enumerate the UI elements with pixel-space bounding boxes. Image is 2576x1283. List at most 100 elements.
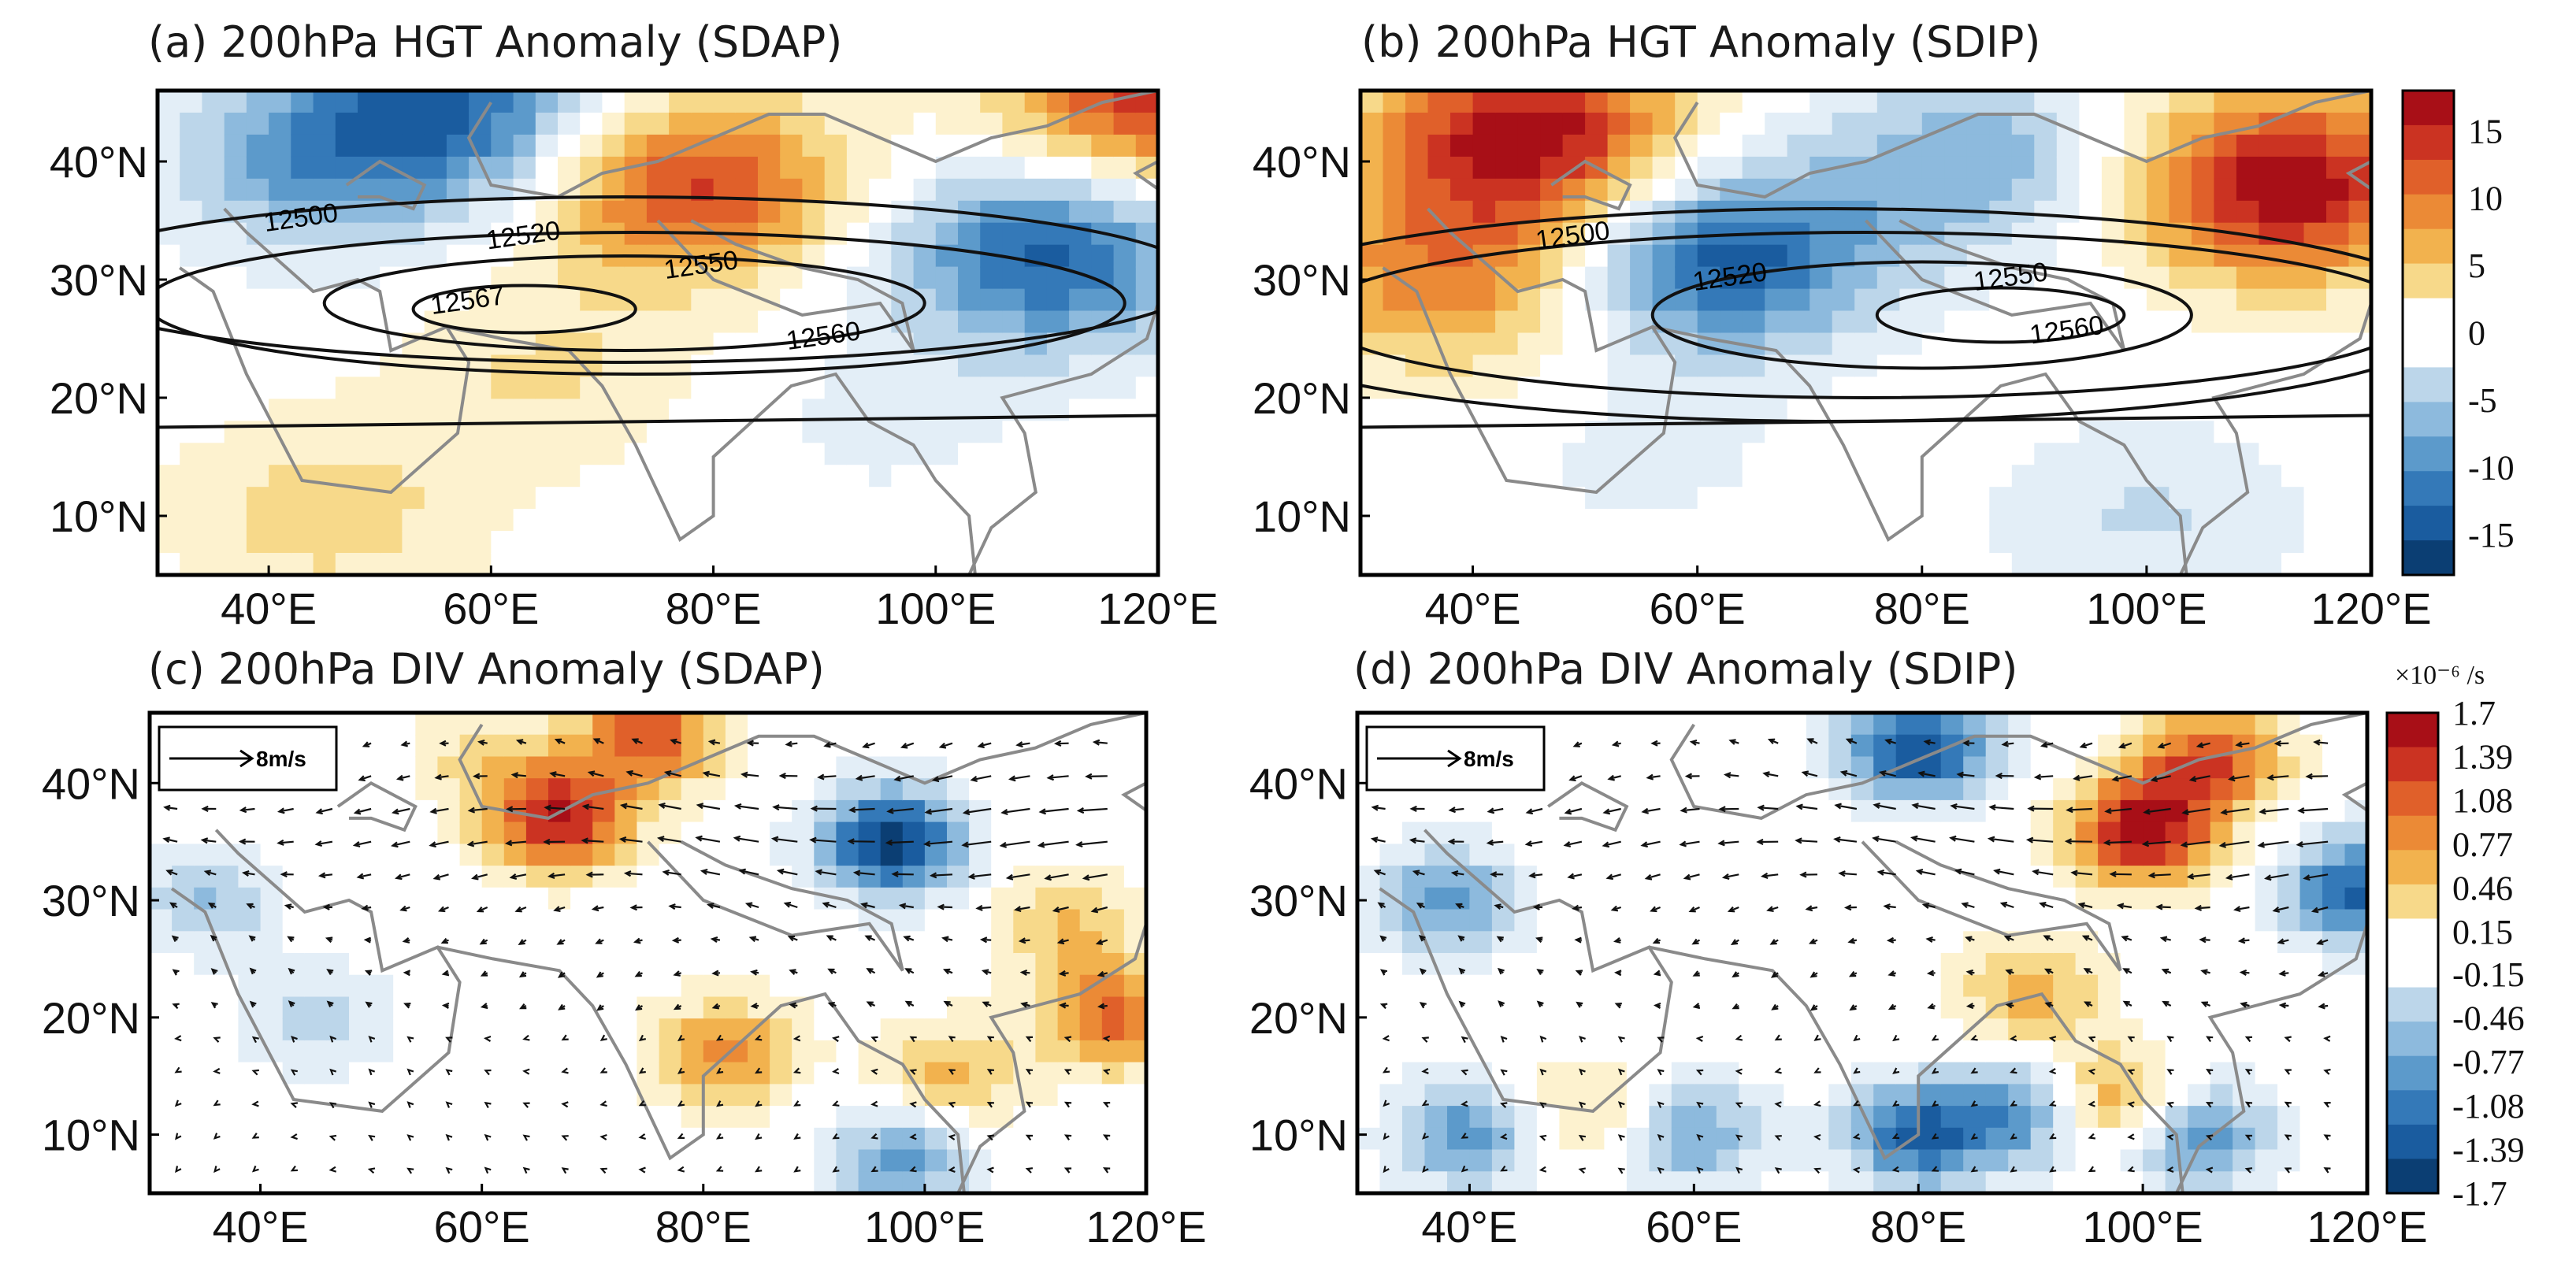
field-cell [858, 734, 882, 758]
field-cell [1101, 778, 1125, 801]
field-cell [2124, 487, 2147, 510]
field-cell [446, 443, 470, 466]
field-cell [469, 553, 492, 575]
field-cell [2233, 1084, 2256, 1107]
field-cell [836, 1127, 859, 1151]
x-tick-label: 40°E [221, 584, 317, 633]
field-cell [1424, 1040, 1448, 1063]
field-cell [1944, 266, 1968, 290]
field-cell [1091, 531, 1115, 554]
field-cell [2030, 1062, 2054, 1085]
field-cell [1035, 887, 1059, 910]
field-cell [1069, 553, 1093, 575]
field-cell [150, 931, 173, 954]
field-cell [869, 553, 893, 575]
wind-vector-head [1076, 807, 1085, 814]
wind-vector-head [789, 1002, 796, 1009]
field-cell [814, 1106, 837, 1129]
field-cell [1091, 134, 1115, 158]
wind-vector-head [504, 840, 513, 847]
wind-vector [165, 806, 178, 810]
field-cell [2120, 974, 2144, 998]
wind-vector-head [1085, 773, 1093, 780]
field-cell [1013, 756, 1037, 779]
wind-vector-head [172, 969, 180, 976]
field-cell [824, 178, 848, 202]
field-cell [2281, 399, 2305, 422]
field-cell [2277, 778, 2301, 801]
wind-vector-head [561, 1067, 569, 1074]
field-cell [758, 443, 781, 466]
field-cell [2011, 91, 2036, 113]
field-cell [713, 288, 737, 312]
field-cell [558, 288, 581, 312]
field-cell [1101, 887, 1125, 910]
field-cell [580, 134, 603, 158]
field-cell [691, 91, 715, 113]
wind-vector-head [1020, 1001, 1028, 1008]
field-cell [525, 778, 549, 801]
field-cell [2034, 531, 2058, 554]
field-cell [1357, 821, 1381, 845]
wind-vector-head [1000, 808, 1008, 816]
field-cell [713, 487, 737, 510]
field-cell [1784, 931, 1807, 954]
field-cell [1828, 974, 1852, 998]
wind-vector-head [1574, 936, 1582, 944]
field-cell [180, 200, 203, 224]
wind-vector-head [328, 1102, 337, 1109]
wind-vector-head [477, 739, 485, 746]
field-cell [1046, 310, 1070, 334]
field-cell [180, 443, 203, 466]
wind-vector [1017, 742, 1030, 747]
field-cell [703, 931, 726, 954]
wind-vector-head [638, 1067, 646, 1074]
wind-vector-head [695, 835, 703, 842]
field-cell [1357, 974, 1381, 998]
wind-vector-head [1617, 1134, 1625, 1141]
field-cell [1405, 113, 1429, 135]
wind-vector-head [904, 1000, 912, 1007]
x-tick-label: 60°E [434, 1202, 530, 1251]
field-cell [291, 178, 314, 202]
field-cell [836, 866, 859, 888]
wind-vector-head [251, 1165, 259, 1173]
field-cell [1671, 1062, 1695, 1085]
field-cell [459, 844, 483, 866]
field-cell [1123, 1018, 1146, 1041]
field-cell [150, 1018, 173, 1041]
field-cell [172, 1062, 195, 1085]
field-cell [1787, 509, 1810, 532]
field-cell [1940, 1084, 1964, 1107]
wind-vector-head [711, 1003, 720, 1010]
field-cell [1765, 399, 1788, 422]
field-cell [1035, 1084, 1059, 1107]
wind-vector-head [1579, 1035, 1586, 1043]
wind-vector-head [750, 969, 758, 976]
field-cell [1405, 134, 1429, 158]
wind-vector-head [364, 970, 373, 976]
field-cell [246, 509, 269, 532]
wind-vector [887, 840, 914, 844]
field-cell [1765, 443, 1788, 466]
field-cell [1607, 266, 1631, 290]
field-cell [424, 376, 447, 400]
field-cell [1697, 354, 1720, 378]
wind-vector-head [948, 1133, 956, 1140]
field-cell [669, 156, 692, 180]
wind-vector-head [815, 869, 822, 876]
wind-vector-head [558, 1003, 566, 1010]
field-cell [2008, 1062, 2032, 1085]
field-cell [802, 178, 826, 202]
field-cell [558, 91, 581, 113]
wind-vector-head [1563, 841, 1572, 847]
wind-vector-head [931, 776, 940, 783]
field-cell [1113, 178, 1137, 202]
wind-vector-head [1500, 1069, 1508, 1076]
field-cell [2348, 222, 2371, 246]
field-cell [1135, 376, 1158, 400]
field-cell [326, 844, 350, 866]
wind-vector [1078, 807, 1108, 812]
field-cell [1424, 887, 1448, 910]
wind-vector-head [1412, 870, 1420, 877]
